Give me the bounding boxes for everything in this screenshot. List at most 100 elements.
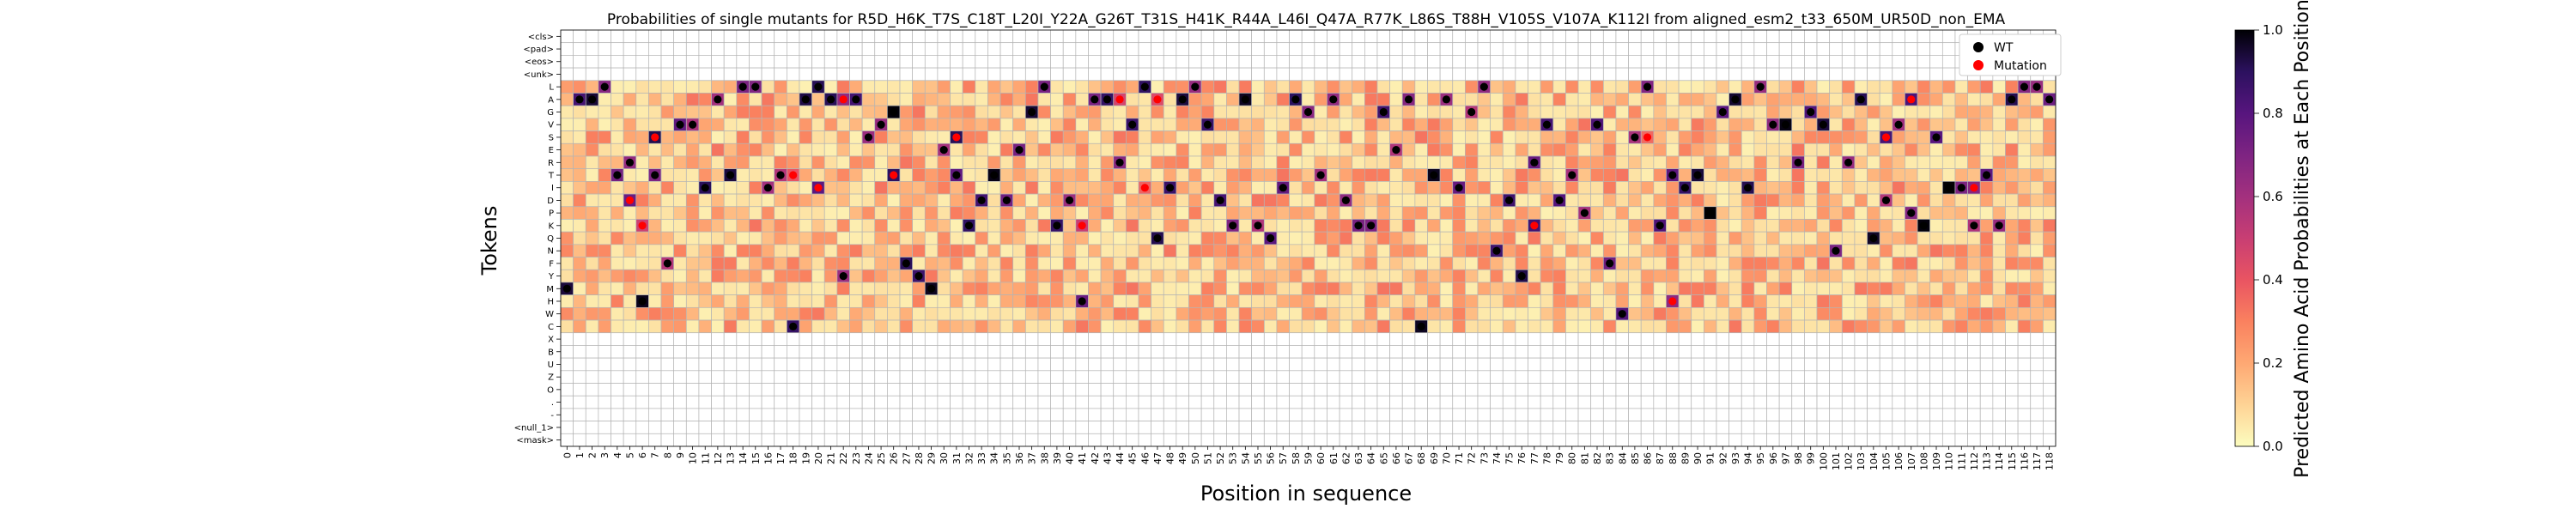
heatmap-cell xyxy=(1389,370,1403,384)
heatmap-cell xyxy=(987,118,1001,131)
heatmap-cell xyxy=(1414,29,1428,44)
heatmap-cell xyxy=(1188,55,1202,69)
legend-mutation-marker xyxy=(1973,60,1984,70)
heatmap-cell xyxy=(1929,67,1943,82)
heatmap-cell xyxy=(1728,130,1742,144)
heatmap-cell xyxy=(1841,206,1856,220)
heatmap-cell xyxy=(874,168,888,182)
heatmap-cell xyxy=(823,357,838,372)
heatmap-cell xyxy=(1954,370,1968,384)
heatmap-cell xyxy=(1389,244,1403,258)
heatmap-cell xyxy=(1339,306,1353,321)
heatmap-cell xyxy=(937,168,951,182)
heatmap-cell xyxy=(874,395,888,409)
y-tick-label: F xyxy=(549,259,554,269)
heatmap-cell xyxy=(1163,370,1177,384)
heatmap-cell xyxy=(1339,332,1353,346)
heatmap-cell xyxy=(736,421,750,434)
heatmap-cell xyxy=(823,383,838,397)
heatmap-cell xyxy=(1766,319,1780,334)
heatmap-cell xyxy=(1929,395,1943,409)
heatmap-cell xyxy=(774,155,787,170)
heatmap-cell xyxy=(1590,395,1604,409)
x-tick-label: 42 xyxy=(1090,452,1101,464)
heatmap-cell xyxy=(887,306,901,321)
heatmap-cell xyxy=(962,105,976,119)
heatmap-cell xyxy=(1728,332,1742,346)
heatmap-cell xyxy=(1427,193,1441,208)
heatmap-cell xyxy=(1703,421,1717,434)
heatmap-cell xyxy=(1565,130,1579,144)
heatmap-cell xyxy=(1113,29,1127,44)
heatmap-cell xyxy=(1854,231,1868,245)
heatmap-cell xyxy=(1879,93,1893,106)
heatmap-cell xyxy=(1263,80,1278,94)
heatmap-cell xyxy=(912,219,926,233)
heatmap-cell xyxy=(1238,193,1253,208)
heatmap-cell xyxy=(1741,93,1755,106)
heatmap-cell xyxy=(711,231,725,245)
mutation-marker xyxy=(1668,297,1677,306)
heatmap-cell xyxy=(560,306,574,321)
heatmap-cell xyxy=(635,93,649,106)
heatmap-cell xyxy=(1766,306,1780,321)
heatmap-cell xyxy=(1791,118,1805,131)
heatmap-cell xyxy=(823,29,838,44)
heatmap-cell xyxy=(1176,332,1189,346)
heatmap-cell xyxy=(899,269,914,283)
heatmap-cell xyxy=(1552,219,1566,233)
heatmap-grid xyxy=(560,29,2057,447)
heatmap-cell xyxy=(1941,332,1956,346)
heatmap-cell xyxy=(950,42,963,56)
heatmap-cell xyxy=(1012,55,1026,69)
heatmap-cell xyxy=(749,29,762,44)
heatmap-cell xyxy=(1540,332,1554,346)
x-tick-label: 79 xyxy=(1554,452,1565,464)
heatmap-cell xyxy=(585,231,599,245)
wt-marker xyxy=(1731,95,1740,104)
heatmap-cell xyxy=(786,370,800,384)
heatmap-cell xyxy=(1804,29,1818,44)
wt-marker xyxy=(1945,184,1953,192)
heatmap-cell xyxy=(1565,29,1579,44)
heatmap-cell xyxy=(1050,231,1064,245)
heatmap-cell xyxy=(1766,168,1780,182)
heatmap-cell xyxy=(1200,42,1215,56)
heatmap-cell xyxy=(560,93,574,106)
heatmap-cell xyxy=(1126,395,1139,409)
heatmap-cell xyxy=(1778,55,1793,69)
heatmap-cell xyxy=(1728,118,1742,131)
heatmap-cell xyxy=(1829,105,1843,119)
heatmap-cell xyxy=(2005,130,2019,144)
heatmap-cell xyxy=(1854,118,1868,131)
heatmap-cell xyxy=(786,155,800,170)
heatmap-cell xyxy=(1100,55,1115,69)
heatmap-cell xyxy=(1653,345,1667,359)
heatmap-cell xyxy=(1050,345,1064,359)
heatmap-cell xyxy=(1339,168,1353,182)
wt-marker xyxy=(625,158,635,167)
heatmap-cell xyxy=(774,421,787,434)
heatmap-cell xyxy=(1226,80,1240,94)
heatmap-cell xyxy=(2030,118,2044,131)
heatmap-cell xyxy=(1251,269,1265,283)
heatmap-cell xyxy=(1176,282,1189,295)
heatmap-cell xyxy=(698,118,712,131)
heatmap-cell xyxy=(1905,55,1918,69)
heatmap-cell xyxy=(1389,67,1403,82)
heatmap-cell xyxy=(811,29,825,44)
heatmap-cell xyxy=(1867,105,1880,119)
heatmap-cell xyxy=(673,395,687,409)
heatmap-cell xyxy=(585,421,599,434)
heatmap-cell xyxy=(937,345,951,359)
heatmap-cell xyxy=(1979,306,1994,321)
y-axis-label: Tokens xyxy=(477,206,501,276)
heatmap-cell xyxy=(711,345,725,359)
heatmap-cell xyxy=(1075,319,1089,334)
heatmap-cell xyxy=(1703,219,1717,233)
heatmap-cell xyxy=(962,244,976,258)
heatmap-cell xyxy=(660,269,675,283)
heatmap-cell xyxy=(937,408,951,421)
heatmap-cell xyxy=(1037,181,1051,195)
heatmap-cell xyxy=(1301,332,1315,346)
